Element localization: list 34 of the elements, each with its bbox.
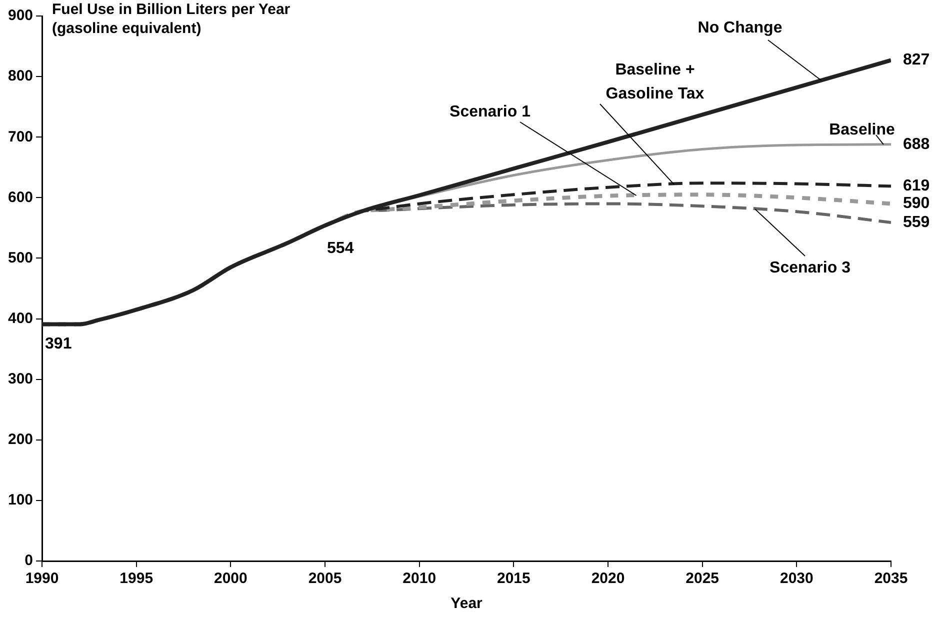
- series-label: Baseline: [829, 121, 896, 138]
- text: No Change: [698, 19, 782, 36]
- y-tick-label: 700: [8, 128, 34, 146]
- annotation: 619: [903, 178, 930, 195]
- y-tick-label: 0: [24, 552, 34, 570]
- annotation: 590: [903, 195, 930, 212]
- annotation: 559: [903, 214, 930, 231]
- x-tick-label: 1990: [25, 570, 59, 588]
- y-tick-label: 600: [8, 188, 34, 206]
- y-tick-label: 500: [8, 249, 34, 266]
- annotation: 688: [903, 136, 930, 153]
- annotation: 827: [903, 52, 930, 69]
- x-axis-title: Year: [450, 595, 483, 612]
- x-tick-label: 2005: [308, 570, 342, 588]
- y-tick-label: 900: [8, 7, 34, 24]
- annotation: 391: [45, 336, 72, 353]
- x-tick-label: 2015: [496, 570, 530, 588]
- y-tick-label: 200: [8, 431, 34, 448]
- x-tick-label: 2035: [874, 570, 908, 588]
- x-tick-label: 1995: [120, 570, 154, 588]
- y-tick-label: 400: [8, 310, 34, 327]
- text: Baseline + Gasoline Tax: [606, 61, 704, 102]
- x-tick-label: 2000: [214, 570, 248, 588]
- text: Scenario 3: [770, 259, 851, 276]
- y-axis-title: Fuel Use in Billion Liters per Year (gasoline equivalent): [52, 0, 290, 38]
- x-tick-label: 2025: [686, 570, 720, 588]
- annotation: 554: [327, 240, 354, 257]
- y-tick-label: 800: [8, 68, 34, 85]
- y-tick-label: 100: [8, 492, 34, 509]
- x-tick-label: 2020: [591, 570, 625, 588]
- x-tick-label: 2010: [402, 570, 436, 588]
- y-tick-label: 300: [8, 370, 34, 388]
- x-tick-label: 2030: [780, 570, 814, 588]
- text: Scenario 1: [450, 103, 531, 120]
